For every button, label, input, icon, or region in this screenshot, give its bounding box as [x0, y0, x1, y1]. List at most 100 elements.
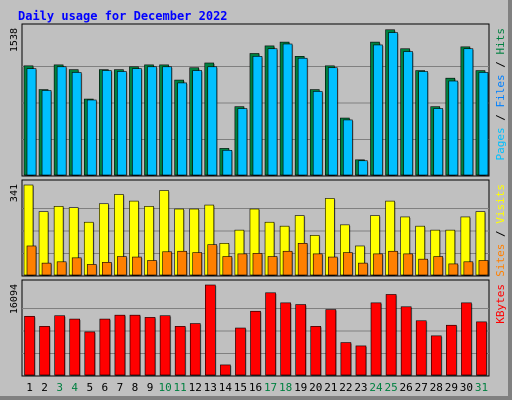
- bar-kbytes-day-3: [54, 315, 65, 376]
- bar-files-day-16: [252, 56, 263, 176]
- legend-entry: /: [494, 55, 507, 75]
- bar-files-day-14: [222, 150, 233, 176]
- bar-sites-day-29: [448, 263, 459, 276]
- bar-files-day-19: [297, 57, 308, 176]
- bar-kbytes-day-11: [174, 326, 186, 376]
- panel-bottom: 16094 KBytes: [9, 279, 507, 377]
- bar-files-day-17: [267, 48, 278, 176]
- bar-sites-day-12: [192, 252, 203, 276]
- day-label: 11: [174, 381, 187, 394]
- bar-sites-day-6: [102, 262, 112, 276]
- bar-kbytes-day-5: [84, 331, 96, 376]
- bar-sites-day-13: [207, 244, 218, 276]
- bar-sites-day-20: [312, 253, 323, 276]
- bar-sites-day-9: [147, 260, 157, 276]
- bar-kbytes-day-20: [310, 326, 322, 376]
- day-label: 21: [324, 381, 337, 394]
- day-label: 8: [132, 381, 139, 394]
- day-label: 29: [445, 381, 458, 394]
- bar-kbytes-day-26: [400, 306, 412, 376]
- y-max-label-top: 1538: [9, 28, 20, 52]
- panel-top: 1538 Pages / Files / Hits: [9, 23, 507, 177]
- day-label: 16: [249, 381, 262, 394]
- bar-files-day-20: [312, 91, 323, 176]
- legend-entry: Files: [494, 74, 507, 107]
- bar-kbytes-day-8: [129, 314, 141, 376]
- y-max-label-middle: 341: [9, 184, 20, 202]
- legend-middle: Sites / Visits: [494, 184, 507, 277]
- chart-title: Daily usage for December 2022: [18, 9, 228, 23]
- bar-kbytes-day-10: [159, 315, 171, 376]
- bar-kbytes-day-28: [430, 335, 442, 376]
- bar-files-day-13: [207, 66, 218, 176]
- bar-sites-day-23: [358, 262, 368, 276]
- bar-files-day-10: [162, 66, 172, 176]
- day-label: 26: [400, 381, 413, 394]
- legend-entry: /: [494, 108, 507, 128]
- series-sites: [26, 243, 489, 276]
- bar-files-day-23: [358, 160, 368, 176]
- bar-sites-day-16: [252, 253, 263, 276]
- bar-files-day-26: [403, 51, 413, 176]
- day-label: 24: [369, 381, 383, 394]
- day-label: 17: [264, 381, 277, 394]
- bar-files-day-29: [448, 80, 459, 176]
- bar-sites-day-30: [463, 261, 474, 276]
- bar-files-day-5: [86, 99, 97, 176]
- bar-sites-day-25: [388, 250, 398, 276]
- bar-files-day-4: [71, 72, 82, 176]
- bar-files-day-1: [26, 68, 37, 176]
- bar-kbytes-day-21: [325, 309, 337, 376]
- day-label: 13: [204, 381, 217, 394]
- bar-sites-day-18: [282, 250, 293, 276]
- bar-sites-day-14: [222, 256, 233, 276]
- bar-files-day-30: [463, 48, 474, 176]
- bar-sites-day-2: [41, 262, 52, 276]
- bar-files-day-22: [343, 119, 353, 176]
- day-label: 3: [56, 381, 63, 394]
- bar-kbytes-day-1: [24, 315, 35, 376]
- day-label: 10: [158, 381, 171, 394]
- day-label: 18: [279, 381, 292, 394]
- bar-sites-day-5: [86, 264, 97, 276]
- bar-kbytes-day-17: [265, 292, 276, 376]
- bar-files-day-28: [433, 108, 444, 176]
- bar-files-day-12: [192, 70, 203, 176]
- bar-sites-day-21: [327, 256, 338, 276]
- day-label: 4: [71, 381, 78, 394]
- bar-kbytes-day-12: [189, 323, 201, 376]
- bar-kbytes-day-16: [250, 310, 261, 376]
- bar-sites-day-19: [297, 243, 308, 276]
- legend-entry: KBytes: [494, 284, 507, 324]
- day-label: 28: [430, 381, 443, 394]
- bar-files-day-2: [41, 90, 52, 176]
- legend-entry: Hits: [494, 28, 507, 55]
- bar-kbytes-day-25: [385, 294, 397, 376]
- day-label: 31: [475, 381, 488, 394]
- bar-files-day-11: [177, 82, 187, 176]
- bar-kbytes-day-9: [144, 317, 156, 376]
- legend-bottom: KBytes: [494, 284, 507, 324]
- bar-kbytes-day-19: [295, 304, 306, 376]
- legend-entry: /: [494, 224, 507, 244]
- day-label: 25: [384, 381, 397, 394]
- bar-kbytes-day-27: [415, 320, 427, 376]
- bar-files-day-6: [102, 70, 112, 176]
- bar-files-day-3: [56, 66, 67, 176]
- series-kbytes: [24, 284, 488, 376]
- legend-entry: Visits: [494, 184, 507, 224]
- bar-kbytes-day-22: [340, 342, 352, 376]
- day-label: 19: [294, 381, 307, 394]
- day-label: 27: [415, 381, 428, 394]
- day-label: 22: [339, 381, 352, 394]
- bar-sites-day-31: [478, 260, 489, 276]
- day-label: 15: [234, 381, 247, 394]
- series-files: [26, 32, 489, 176]
- bar-sites-day-27: [418, 258, 428, 276]
- day-label: 23: [354, 381, 367, 394]
- bar-kbytes-day-29: [446, 324, 457, 376]
- bar-kbytes-day-6: [99, 318, 111, 376]
- bar-sites-day-15: [237, 253, 248, 276]
- bar-files-day-24: [373, 44, 383, 176]
